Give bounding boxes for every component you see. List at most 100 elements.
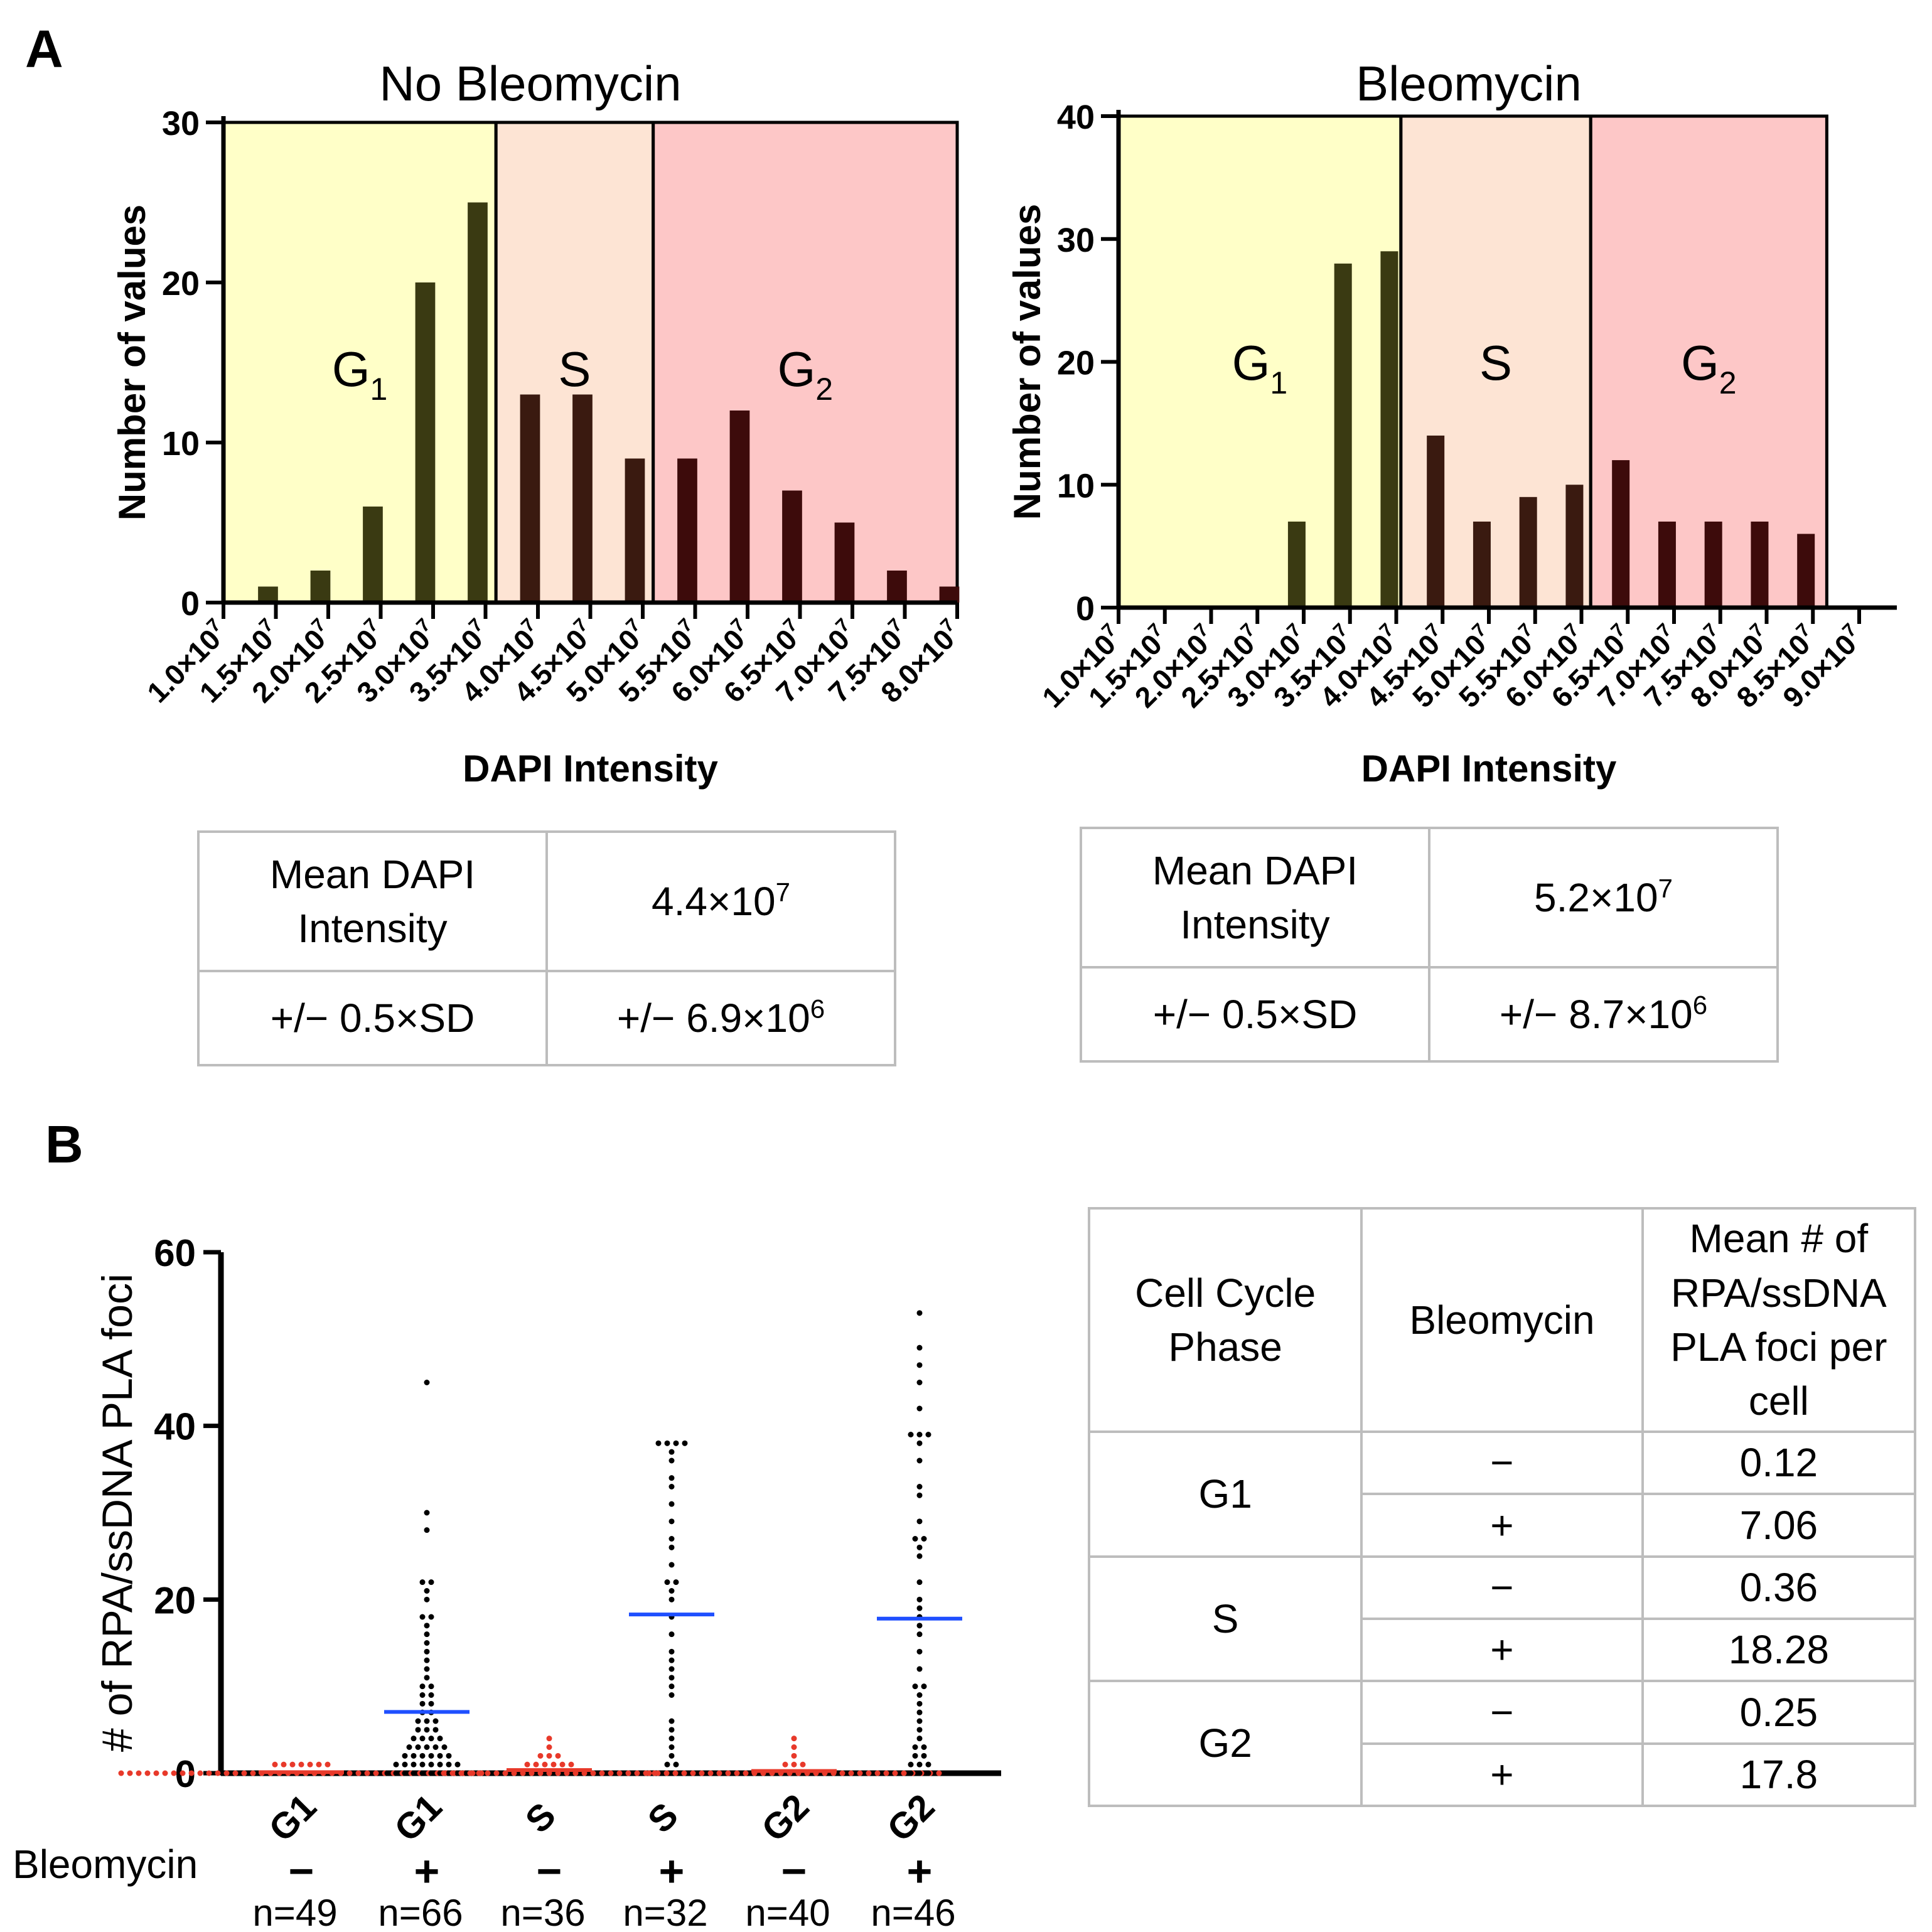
- data-point: [232, 1770, 239, 1776]
- data-point: [668, 1718, 675, 1724]
- data-point: [424, 1744, 430, 1750]
- y-tick-label: 30: [162, 105, 200, 142]
- data-point: [402, 1761, 408, 1768]
- sd-value-text: +/− 8.7×10: [1499, 991, 1693, 1037]
- phase-label: S: [558, 341, 591, 397]
- chart-title: Bleomycin: [1356, 56, 1582, 111]
- n-label: n=66: [378, 1892, 463, 1932]
- data-point: [250, 1770, 256, 1776]
- data-point: [424, 1596, 430, 1602]
- y-tick-label: 10: [162, 425, 200, 463]
- data-point: [415, 1744, 421, 1750]
- bleo-cell: +: [1360, 1493, 1644, 1558]
- data-point: [916, 1432, 923, 1437]
- y-tick-label: 0: [181, 585, 200, 623]
- data-point: [419, 1700, 426, 1707]
- data-point: [668, 1596, 675, 1602]
- mean-dapi-value-text: 4.4×10: [652, 878, 776, 924]
- data-point: [916, 1666, 923, 1672]
- bleomycin-sign: +: [659, 1847, 685, 1896]
- data-point: [625, 1770, 631, 1776]
- data-point: [668, 1484, 675, 1489]
- data-point: [458, 1770, 464, 1776]
- data-point: [346, 1770, 353, 1776]
- data-point: [668, 1666, 675, 1672]
- histogram-bar: [363, 507, 383, 603]
- data-point: [668, 1683, 675, 1690]
- data-point: [402, 1770, 408, 1776]
- data-point: [393, 1761, 399, 1768]
- data-point: [384, 1770, 390, 1776]
- data-point: [153, 1770, 159, 1776]
- data-point: [668, 1475, 675, 1481]
- summary-table: Cell Cycle Phase Bleomycin Mean # of RPA…: [1087, 1207, 1917, 1808]
- data-point: [699, 1770, 705, 1776]
- data-point: [668, 1675, 675, 1681]
- data-point: [555, 1752, 561, 1759]
- data-point: [136, 1770, 142, 1776]
- bleomycin-sign: −: [537, 1847, 562, 1896]
- data-point: [912, 1536, 918, 1542]
- histogram-bar: [310, 571, 331, 603]
- n-label: n=40: [745, 1892, 830, 1932]
- data-point: [668, 1648, 675, 1655]
- data-point: [424, 1623, 430, 1629]
- phase-subscript: 2: [815, 372, 833, 407]
- data-point: [424, 1648, 430, 1655]
- data-point: [725, 1770, 731, 1776]
- data-point: [289, 1761, 296, 1768]
- data-point: [446, 1752, 452, 1759]
- histogram-bar: [939, 586, 960, 603]
- data-point: [316, 1761, 322, 1768]
- x-group-label: G1: [387, 1786, 450, 1850]
- data-point: [916, 1344, 923, 1351]
- data-point: [916, 1544, 923, 1550]
- data-point: [668, 1752, 675, 1759]
- phase-label: G1: [332, 341, 387, 407]
- data-point: [162, 1770, 168, 1776]
- phase-letter: S: [558, 341, 591, 397]
- phase-label: G1: [1232, 335, 1287, 400]
- data-point: [485, 1770, 491, 1776]
- data-point: [912, 1744, 918, 1750]
- phase-letter: G: [778, 341, 816, 397]
- data-point: [419, 1761, 426, 1768]
- data-point: [839, 1770, 845, 1776]
- data-point: [916, 1631, 923, 1638]
- phase-subscript: 2: [1719, 365, 1737, 400]
- y-tick-label: 30: [1057, 222, 1095, 259]
- mean-dapi-value: 4.4×107: [545, 830, 896, 972]
- histogram-bar: [1704, 521, 1722, 608]
- data-point: [446, 1761, 452, 1768]
- data-point: [668, 1449, 675, 1455]
- data-point: [424, 1727, 430, 1733]
- chart-title: No Bleomycin: [379, 56, 681, 111]
- histogram-bar: [1334, 263, 1352, 608]
- n-label: n=32: [623, 1892, 707, 1932]
- data-point: [921, 1536, 927, 1542]
- data-point: [568, 1761, 574, 1768]
- phase-label: G2: [778, 341, 833, 407]
- data-point: [668, 1631, 675, 1638]
- histogram-bar: [1380, 251, 1398, 608]
- data-point: [672, 1770, 679, 1776]
- sd-value: +/− 6.9×106: [545, 970, 896, 1066]
- y-tick-label: 0: [1076, 590, 1095, 628]
- y-tick-label: 20: [154, 1579, 196, 1621]
- sd-value-exp: 6: [810, 994, 825, 1024]
- data-point: [180, 1770, 186, 1776]
- phase-label: S: [1479, 335, 1512, 390]
- data-point: [668, 1692, 675, 1698]
- data-point: [668, 1744, 675, 1750]
- data-point: [428, 1614, 434, 1620]
- data-point: [925, 1432, 931, 1437]
- data-point: [533, 1761, 539, 1768]
- data-point: [916, 1727, 923, 1733]
- data-point: [542, 1761, 548, 1768]
- histogram-bar: [1287, 521, 1306, 608]
- x-group-label: S: [640, 1795, 686, 1841]
- data-point: [307, 1761, 313, 1768]
- mean-dapi-value-exp: 7: [775, 877, 790, 907]
- data-point: [916, 1553, 923, 1559]
- data-point: [668, 1657, 675, 1663]
